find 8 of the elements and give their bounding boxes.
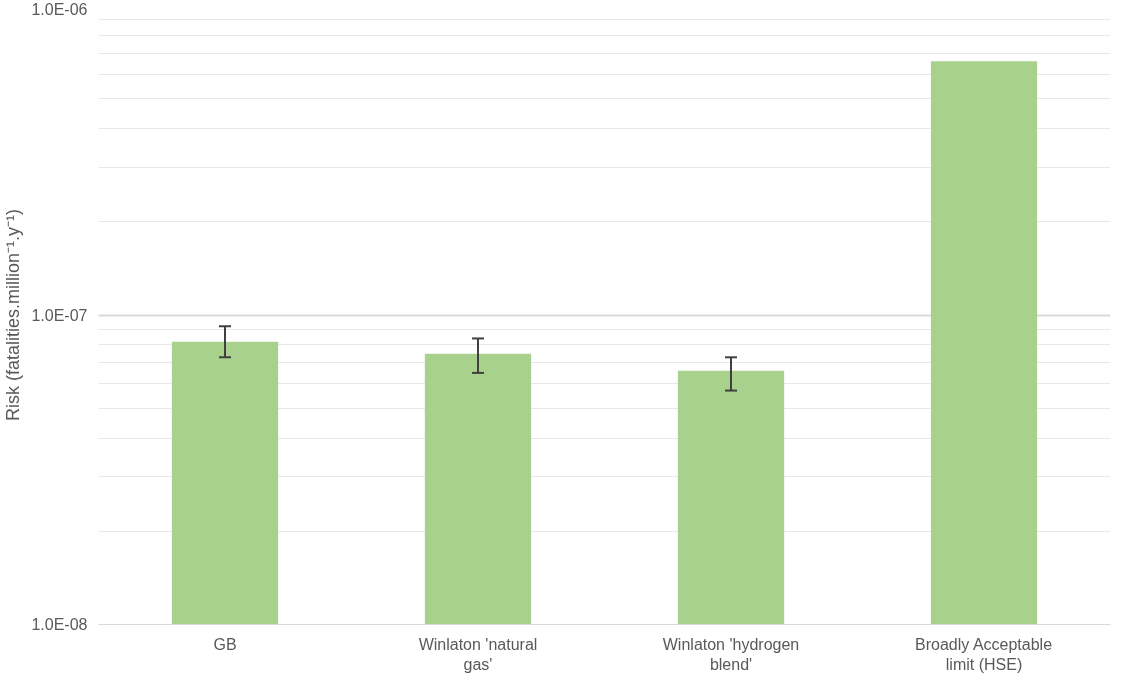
y-tick-label: 1.0E-08 bbox=[31, 616, 88, 633]
y-axis-title: Risk (fatalities.million⁻¹.y⁻¹) bbox=[3, 208, 24, 422]
y-tick-label: 1.0E-06 bbox=[31, 0, 88, 18]
x-tick-label: GB bbox=[213, 635, 237, 653]
x-tick-label: Winlaton 'natural gas' bbox=[418, 635, 538, 673]
x-tick-label: Winlaton 'hydrogen blend' bbox=[662, 635, 800, 673]
x-tick-label: Broadly Acceptable limit (HSE) bbox=[915, 635, 1053, 673]
y-tick-label: 1.0E-07 bbox=[31, 306, 88, 324]
